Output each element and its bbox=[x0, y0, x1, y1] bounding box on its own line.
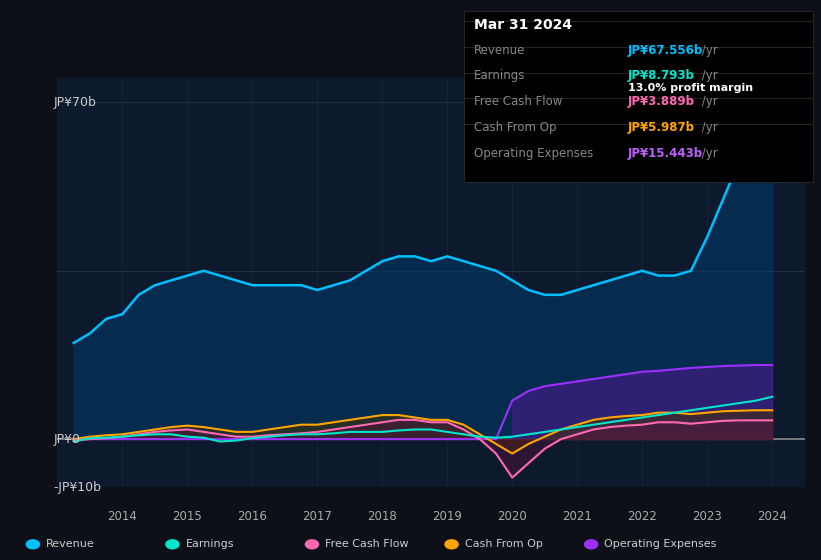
Text: Earnings: Earnings bbox=[474, 69, 525, 82]
Text: /yr: /yr bbox=[698, 147, 718, 160]
Text: -JP¥10b: -JP¥10b bbox=[53, 480, 101, 494]
Text: 2020: 2020 bbox=[498, 510, 527, 522]
Text: 2021: 2021 bbox=[562, 510, 592, 522]
Text: /yr: /yr bbox=[698, 95, 718, 108]
Text: /yr: /yr bbox=[698, 44, 718, 57]
Text: Revenue: Revenue bbox=[474, 44, 525, 57]
Text: JP¥70b: JP¥70b bbox=[53, 96, 96, 109]
Text: 2017: 2017 bbox=[302, 510, 333, 522]
Text: 2019: 2019 bbox=[433, 510, 462, 522]
Text: Mar 31 2024: Mar 31 2024 bbox=[474, 18, 572, 32]
Text: /yr: /yr bbox=[698, 121, 718, 134]
Text: JP¥8.793b: JP¥8.793b bbox=[628, 69, 695, 82]
Text: JP¥5.987b: JP¥5.987b bbox=[628, 121, 695, 134]
Text: Earnings: Earnings bbox=[186, 539, 234, 549]
Text: 2014: 2014 bbox=[108, 510, 137, 522]
Text: 2023: 2023 bbox=[692, 510, 722, 522]
Text: Cash From Op: Cash From Op bbox=[465, 539, 543, 549]
Text: 2016: 2016 bbox=[237, 510, 268, 522]
Text: 2024: 2024 bbox=[757, 510, 787, 522]
Text: 13.0% profit margin: 13.0% profit margin bbox=[628, 83, 753, 93]
Text: JP¥67.556b: JP¥67.556b bbox=[628, 44, 704, 57]
Text: Operating Expenses: Operating Expenses bbox=[604, 539, 717, 549]
Text: Free Cash Flow: Free Cash Flow bbox=[325, 539, 409, 549]
Text: Operating Expenses: Operating Expenses bbox=[474, 147, 593, 160]
Text: JP¥3.889b: JP¥3.889b bbox=[628, 95, 695, 108]
Text: 2015: 2015 bbox=[172, 510, 202, 522]
Text: JP¥15.443b: JP¥15.443b bbox=[628, 147, 704, 160]
Text: /yr: /yr bbox=[698, 69, 718, 82]
Text: Revenue: Revenue bbox=[46, 539, 94, 549]
Text: JP¥0: JP¥0 bbox=[53, 433, 80, 446]
Text: Cash From Op: Cash From Op bbox=[474, 121, 556, 134]
Text: 2018: 2018 bbox=[368, 510, 397, 522]
Text: Free Cash Flow: Free Cash Flow bbox=[474, 95, 562, 108]
Text: 2022: 2022 bbox=[627, 510, 657, 522]
